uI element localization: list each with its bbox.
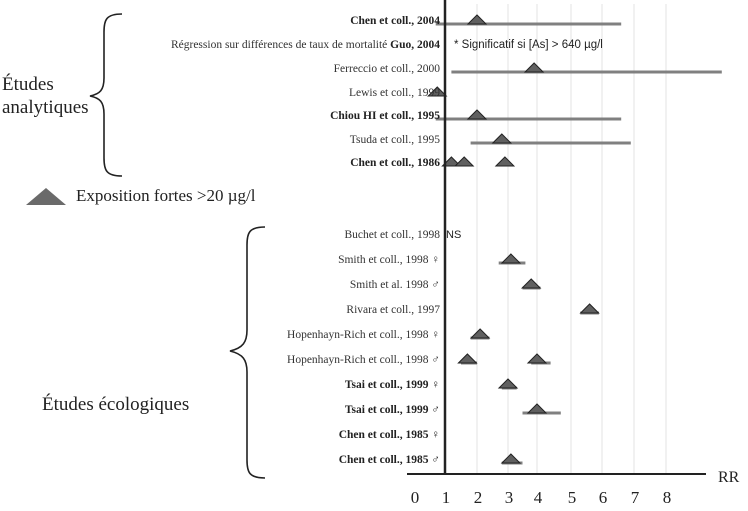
row-label-author: Guo, 2004: [390, 39, 440, 51]
brace-ecologiques: [229, 226, 266, 479]
x-tick-label: 3: [504, 488, 514, 507]
row-label: Buchet et coll., 1998: [344, 229, 441, 241]
row-label: Chen et coll., 1985 ♂: [338, 454, 440, 466]
row-label: Régression sur différences de taux de mo…: [171, 38, 440, 52]
legend-triangle-icon: [26, 188, 66, 205]
ns-label: NS: [446, 229, 462, 241]
group-label-analytiques: Études analytiques: [2, 74, 89, 118]
row-label: Hopenhayn-Rich et coll., 1998 ♂: [287, 354, 440, 366]
point-triangle: [520, 278, 542, 289]
row-label: Chen et coll., 1985 ♀: [338, 429, 440, 441]
brace-analytiques: [89, 13, 123, 177]
point-triangle: [466, 14, 488, 25]
point-triangle: [491, 133, 513, 144]
row-label: Chen et coll., 1986: [350, 157, 440, 169]
group-label-ecologiques: Études écologiques: [42, 394, 190, 415]
annotation-note: * Significatif si [As] > 640 µg/l: [454, 39, 603, 51]
point-triangle: [500, 453, 522, 464]
x-tick-label: 7: [630, 488, 640, 507]
point-triangle: [441, 156, 462, 167]
row-label: Chen et coll., 2004: [350, 15, 440, 27]
row-label: Chiou HI et coll., 1995: [330, 110, 440, 122]
row-label: Hopenhayn-Rich et coll., 1998 ♀: [287, 329, 440, 341]
point-triangle: [500, 253, 522, 264]
point-triangle: [469, 328, 491, 339]
row-label: Ferreccio et coll., 2000: [333, 63, 440, 75]
row-label: Tsuda et coll., 1995: [349, 134, 440, 146]
row-label: Smith et coll., 1998 ♀: [338, 254, 440, 266]
point-triangle: [523, 62, 545, 73]
row-label: Tsai et coll., 1999 ♂: [344, 404, 440, 416]
x-tick-label: 6: [598, 488, 608, 507]
point-triangle: [526, 353, 548, 364]
row-label: Smith et al. 1998 ♂: [349, 279, 440, 291]
x-axis-label: RR: [718, 469, 740, 486]
point-triangle: [453, 156, 475, 167]
x-tick-label: 0: [410, 488, 420, 507]
legend-label: Exposition fortes >20 µg/l: [76, 186, 256, 205]
point-triangle: [497, 378, 519, 389]
x-tick-label: 1: [441, 488, 451, 507]
confidence-intervals: [435, 22, 722, 465]
point-triangle: [427, 86, 448, 97]
x-tick-label: 5: [567, 488, 577, 507]
point-triangle: [466, 109, 488, 120]
row-label: Tsai et coll., 1999 ♀: [344, 379, 440, 391]
point-triangle: [526, 403, 548, 414]
x-tick-label: 8: [662, 488, 672, 507]
x-tick-label: 4: [533, 488, 543, 507]
row-label: Lewis et coll., 1999: [348, 87, 440, 99]
point-triangle: [579, 303, 600, 314]
row-label: Rivara et coll., 1997: [346, 304, 440, 316]
point-triangle: [494, 156, 516, 167]
gridlines: [476, 4, 667, 474]
point-triangle: [457, 353, 478, 364]
x-tick-label: 2: [473, 488, 483, 507]
point-markers: [427, 14, 600, 464]
row-label-text: Régression sur différences de taux de mo…: [170, 39, 391, 51]
